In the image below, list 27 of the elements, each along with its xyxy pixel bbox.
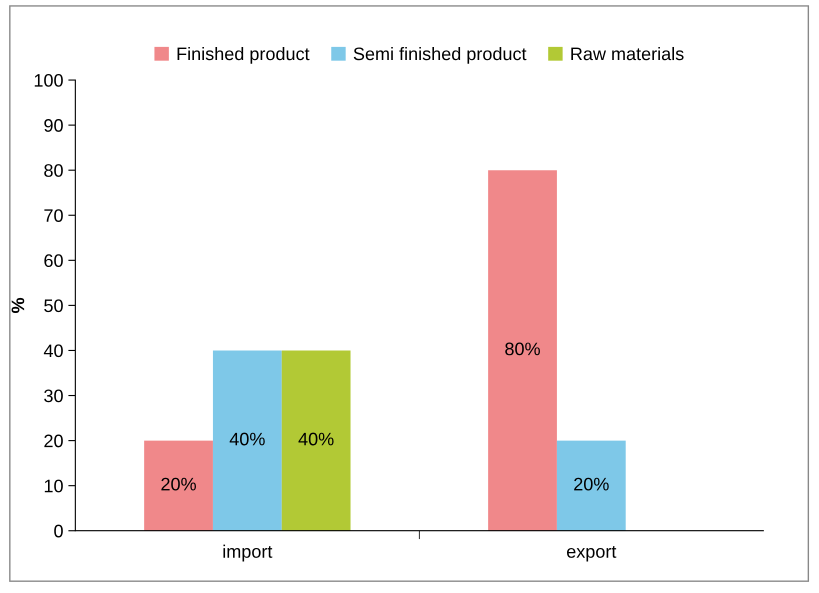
data-label: 40% (298, 432, 334, 446)
y-tick-label: 50 (44, 299, 63, 312)
y-tick-label: 30 (44, 389, 63, 402)
data-label: 40% (230, 432, 265, 446)
data-label: 80% (505, 342, 540, 356)
y-tick-label: 100 (34, 74, 63, 87)
bar (282, 350, 351, 531)
y-tick-label: 10 (44, 480, 63, 492)
legend-label: Raw materials (571, 46, 684, 60)
y-tick-label: 40 (44, 344, 63, 358)
legend-label: Semi finished product (354, 46, 526, 64)
y-tick-label: 0 (54, 524, 63, 538)
y-axis-title: % (12, 298, 24, 313)
bar (212, 350, 282, 531)
y-tick-label: 60 (44, 254, 63, 268)
bar (488, 170, 557, 531)
data-label: 20% (574, 478, 609, 491)
x-tick-label: import (223, 544, 272, 562)
y-tick-label: 70 (44, 209, 63, 222)
bar (556, 440, 626, 531)
x-tick-label: export (566, 546, 616, 562)
legend-label: Finished product (178, 46, 310, 64)
y-tick-label: 80 (44, 164, 63, 177)
y-tick-label: 90 (44, 119, 63, 132)
y-tick-label: 20 (44, 434, 63, 448)
data-label: 20% (161, 478, 196, 491)
bar (144, 440, 213, 531)
